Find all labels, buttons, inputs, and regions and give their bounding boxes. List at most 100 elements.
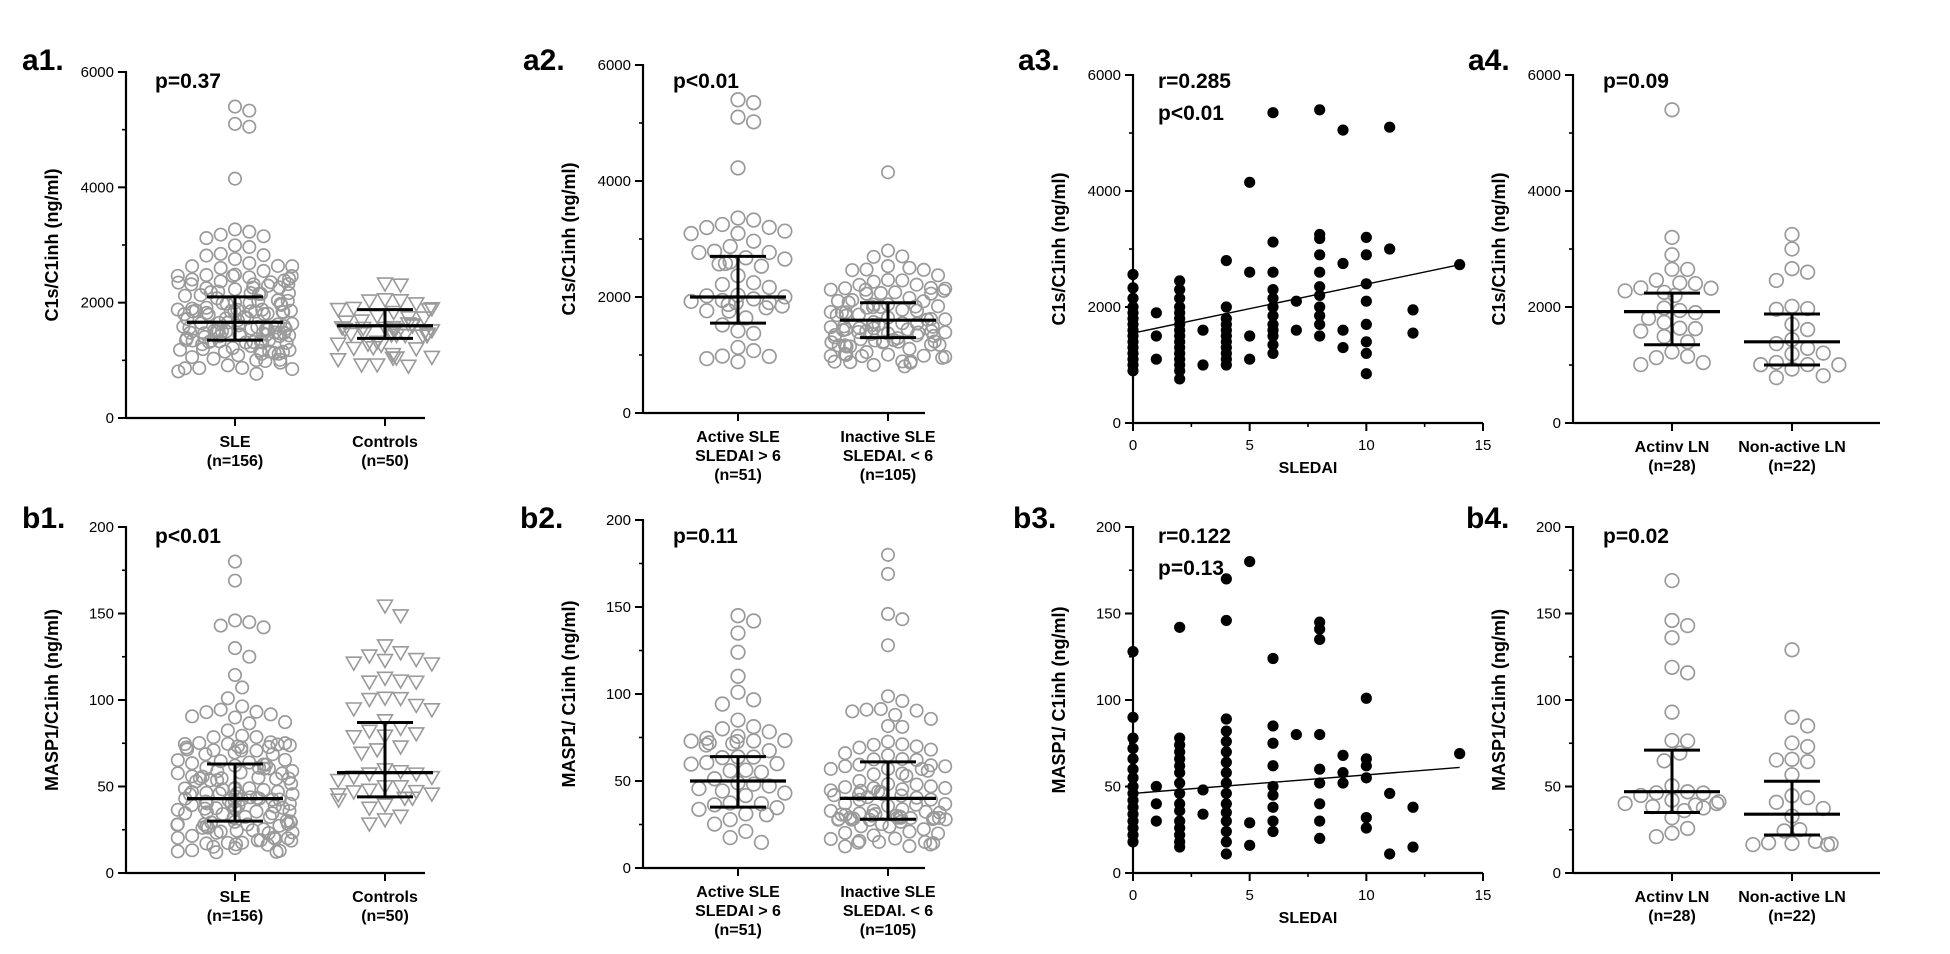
data-point xyxy=(930,826,946,841)
data-point xyxy=(271,346,286,361)
data-point xyxy=(931,810,946,825)
data-point xyxy=(1150,780,1162,793)
data-point xyxy=(714,696,731,712)
data-point xyxy=(227,251,243,267)
data-point xyxy=(890,810,905,825)
data-point xyxy=(1407,801,1419,813)
data-point xyxy=(1799,264,1816,280)
data-point xyxy=(199,268,214,283)
y-tick-label: 0 xyxy=(1113,865,1121,882)
data-point-triangle xyxy=(407,727,426,743)
y-tick-label: 150 xyxy=(1536,606,1561,623)
data-point xyxy=(829,308,844,323)
data-point xyxy=(852,757,867,772)
panel-label: a4. xyxy=(1468,44,1510,77)
chart-panel-b2: 0 50 100 150 200 MASP1/ C1inh (ng/ml) b2. p=0.1… xyxy=(520,502,953,939)
category-label: SLEDAI > 6 xyxy=(695,903,781,920)
x-tick-label: 15 xyxy=(1475,437,1492,454)
data-point xyxy=(730,684,746,700)
stat-annotation: p=0.09 xyxy=(1603,70,1669,93)
data-point xyxy=(1672,745,1688,761)
data-point xyxy=(753,834,770,851)
data-point xyxy=(745,719,762,735)
data-point xyxy=(895,737,910,752)
data-point-triangle xyxy=(360,724,379,740)
data-point xyxy=(213,274,228,289)
data-point xyxy=(699,219,715,236)
data-point xyxy=(691,244,707,261)
data-point xyxy=(761,219,777,236)
data-point xyxy=(1664,572,1680,589)
data-point-triangle xyxy=(329,773,348,790)
data-point xyxy=(1267,339,1279,351)
data-point xyxy=(1679,261,1696,278)
data-point xyxy=(1664,344,1680,360)
data-point xyxy=(1799,738,1816,755)
data-point-triangle xyxy=(376,691,394,707)
data-point xyxy=(714,348,731,364)
data-point xyxy=(1815,345,1831,361)
data-point xyxy=(173,342,188,357)
y-tick-label: 100 xyxy=(1536,692,1561,709)
data-point xyxy=(745,342,762,359)
data-point xyxy=(1815,368,1831,384)
chart-panel-a1: 0 2000 4000 6000 C1s/C1inh (ng/ml) a1. p=0.37 S… xyxy=(22,44,441,470)
data-point xyxy=(1360,318,1372,330)
data-point xyxy=(753,258,770,274)
category-label: Inactive SLE xyxy=(840,429,935,446)
data-point xyxy=(185,756,200,771)
data-point-triangle xyxy=(384,305,403,322)
data-point xyxy=(923,779,938,794)
data-point xyxy=(1454,259,1466,271)
data-point xyxy=(1784,735,1800,751)
data-point-triangle xyxy=(376,813,394,829)
x-tick-label: 0 xyxy=(1129,887,1137,904)
y-axis-title: MASP1/C1inh (ng/ml) xyxy=(1489,609,1509,791)
data-point xyxy=(722,763,738,779)
data-point xyxy=(1407,304,1419,316)
data-point xyxy=(1745,836,1761,853)
data-point xyxy=(777,223,793,239)
data-point xyxy=(1220,359,1232,371)
data-point xyxy=(1314,318,1326,330)
data-point xyxy=(1267,737,1279,749)
data-point xyxy=(1220,746,1232,758)
data-point xyxy=(841,295,856,310)
data-point xyxy=(170,817,185,832)
data-point xyxy=(199,248,214,263)
y-tick-label: 100 xyxy=(1096,692,1121,709)
data-point xyxy=(777,251,793,267)
regression-line xyxy=(1132,766,1460,795)
y-axis-title: C1s/C1inh (ng/ml) xyxy=(1049,172,1069,325)
data-point xyxy=(1290,295,1302,307)
data-point xyxy=(839,347,854,363)
data-point xyxy=(192,735,207,751)
data-point xyxy=(230,313,245,328)
data-point xyxy=(1384,787,1396,800)
data-point xyxy=(880,347,896,362)
data-point xyxy=(1633,356,1649,373)
data-point xyxy=(730,668,746,684)
data-point-triangle xyxy=(391,294,410,310)
y-axis-title: C1s/C1inh (ng/ml) xyxy=(559,162,579,315)
data-point xyxy=(198,794,213,809)
y-tick-label: 6000 xyxy=(1088,67,1121,84)
data-point xyxy=(206,743,221,758)
category-label: (n=51) xyxy=(714,922,762,939)
data-point-triangle xyxy=(335,322,354,339)
data-point xyxy=(745,114,762,130)
x-tick-label: 10 xyxy=(1358,437,1375,454)
data-point-triangle xyxy=(360,675,379,691)
data-point xyxy=(1679,733,1696,749)
data-point xyxy=(1407,841,1419,853)
data-point xyxy=(170,753,185,768)
data-point xyxy=(880,566,896,581)
data-point xyxy=(277,273,292,288)
data-point-triangle xyxy=(344,341,363,358)
y-tick-label: 0 xyxy=(106,865,114,882)
data-point xyxy=(256,307,271,322)
data-point-triangle xyxy=(407,652,426,669)
data-point xyxy=(1664,630,1680,646)
data-point xyxy=(1150,307,1162,319)
data-point xyxy=(227,554,243,569)
